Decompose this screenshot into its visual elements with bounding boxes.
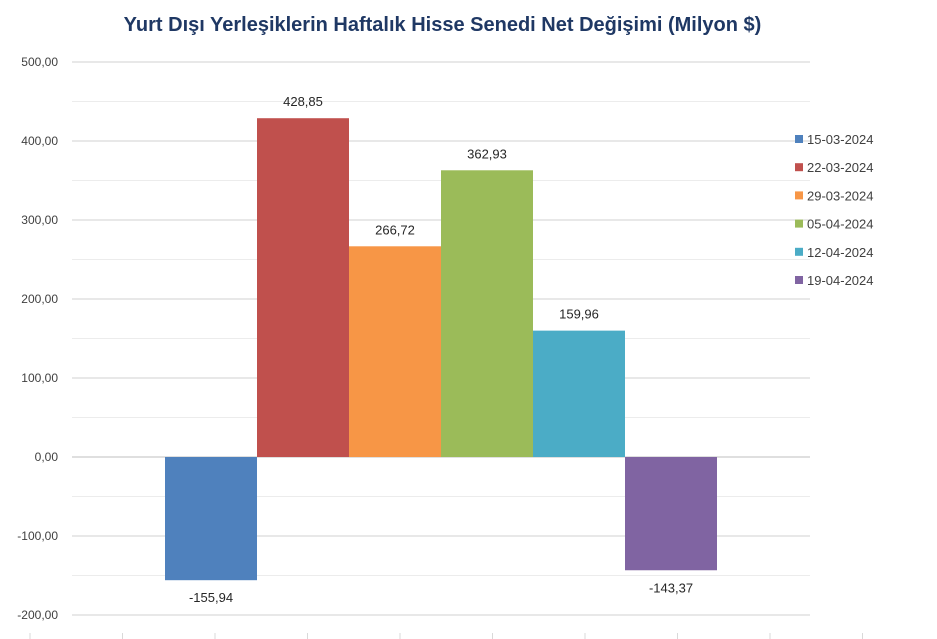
data-label-05-04-2024: 362,93: [467, 146, 507, 161]
legend-swatch: [795, 191, 803, 200]
y-tick-label: 200,00: [21, 292, 58, 306]
data-label-29-03-2024: 266,72: [375, 222, 415, 237]
bar-15-03-2024: [165, 457, 257, 581]
bars: [165, 118, 717, 581]
legend-swatch: [795, 247, 803, 256]
bar-19-04-2024: [625, 457, 717, 571]
chart-title: Yurt Dışı Yerleşiklerin Haftalık Hisse S…: [123, 14, 762, 36]
legend: 15-03-2024 22-03-2024 29-03-2024 05-04-2024…: [795, 132, 874, 288]
y-tick-label: 0,00: [35, 450, 59, 464]
y-tick-label: 100,00: [21, 371, 58, 385]
data-labels: -155,94 428,85 266,72 362,93 159,96 -143,37: [189, 94, 693, 605]
legend-swatch: [795, 276, 803, 284]
bar-29-03-2024: [349, 246, 441, 457]
legend-label: 15-03-2024: [807, 132, 874, 147]
y-tick-label: -200,00: [17, 608, 58, 622]
legend-label: 12-04-2024: [807, 245, 874, 260]
y-axis: 500,00 400,00 300,00 200,00 100,00 0,00 -100,0…: [17, 55, 58, 622]
legend-swatch: [795, 219, 803, 228]
legend-label: 22-03-2024: [807, 160, 874, 175]
legend-label: 05-04-2024: [807, 217, 874, 232]
bar-05-04-2024: [441, 170, 533, 458]
bar-22-03-2024: [257, 118, 349, 458]
y-tick-label: 300,00: [21, 213, 58, 227]
legend-label: 19-04-2024: [807, 273, 874, 288]
data-label-15-03-2024: -155,94: [189, 590, 233, 605]
data-label-19-04-2024: -143,37: [649, 580, 693, 595]
y-tick-label: -100,00: [17, 529, 58, 543]
y-tick-label: 400,00: [21, 134, 58, 148]
data-label-12-04-2024: 159,96: [559, 307, 599, 322]
y-tick-label: 500,00: [21, 55, 58, 69]
legend-label: 29-03-2024: [807, 188, 874, 203]
legend-swatch: [795, 135, 803, 143]
data-label-22-03-2024: 428,85: [283, 94, 323, 109]
legend-swatch: [795, 163, 803, 172]
bar-12-04-2024: [533, 330, 625, 457]
